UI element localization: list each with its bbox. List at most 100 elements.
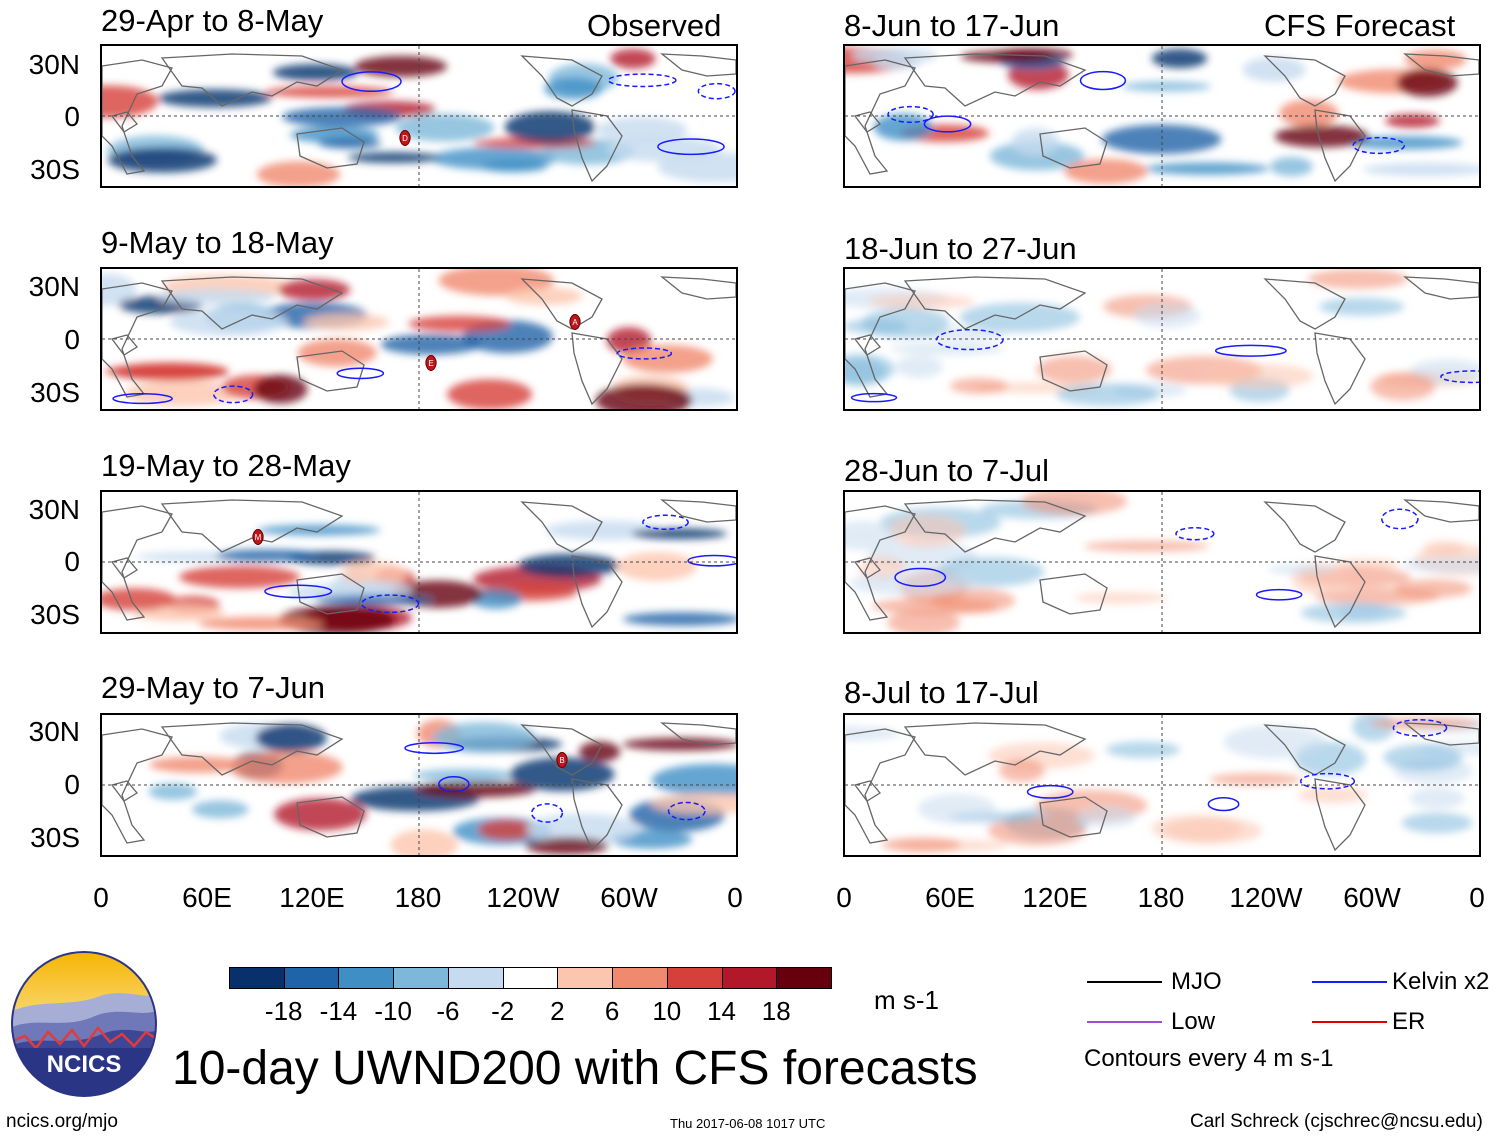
anomaly-blob <box>595 383 693 409</box>
anomaly-blob <box>447 379 533 409</box>
continent-outline <box>571 778 623 852</box>
storm-marker-a-letter: A <box>572 318 578 327</box>
kelvin-contour <box>607 73 677 88</box>
continent-outline <box>853 557 881 579</box>
continent-outline <box>296 796 365 838</box>
observed-panel-3-title: 19-May to 28-May <box>101 448 351 483</box>
lat-label-30s-row2: 30S <box>30 377 80 408</box>
storm-marker-e-letter: E <box>428 359 433 368</box>
anomaly-blob <box>125 379 242 407</box>
anomaly-blob <box>1274 125 1369 148</box>
anomaly-blob <box>253 374 308 404</box>
anomaly-blob <box>415 780 536 798</box>
continent-outline <box>660 722 736 746</box>
lat-label-0-row2: 0 <box>64 324 80 355</box>
anomaly-blob <box>1370 372 1436 401</box>
anomaly-blob <box>1242 57 1307 83</box>
kelvin-contour <box>336 367 385 380</box>
anomaly-blob <box>1385 113 1440 128</box>
continent-outline <box>1039 350 1108 392</box>
continent-outline <box>1314 109 1366 183</box>
anomaly-blob <box>650 793 736 814</box>
kelvin-contour <box>687 554 736 567</box>
anomaly-blob <box>148 783 198 801</box>
kelvin-contour <box>642 514 689 531</box>
anomaly-blob <box>887 609 960 632</box>
kelvin-contour <box>360 594 420 614</box>
storm-marker-m: M <box>251 528 265 550</box>
lon-label-obs-180: 180 <box>394 882 442 913</box>
continent-outline <box>845 505 916 621</box>
legend-mjo-line <box>1087 981 1162 983</box>
continent-outline <box>571 555 623 629</box>
forecast-map-1 <box>843 44 1481 188</box>
legend-kelvin-line <box>1312 981 1387 983</box>
map-canvas <box>845 715 1479 855</box>
lon-label-fc-120e: 120E <box>1022 882 1088 913</box>
lon-label-obs-60w: 60W <box>600 882 658 913</box>
colorbar-box <box>721 967 778 989</box>
continent-outline <box>160 53 344 107</box>
colorbar-box <box>502 967 559 989</box>
anomaly-blob <box>102 85 158 118</box>
anomaly-blob <box>1307 269 1409 289</box>
kelvin-contour <box>935 328 1004 351</box>
anomaly-blob <box>1394 579 1473 598</box>
anomaly-blob <box>861 307 950 339</box>
anomaly-blob <box>1083 540 1210 552</box>
storm-marker-a: A <box>568 313 582 335</box>
kelvin-contour <box>1026 784 1074 799</box>
observed-column-label: Observed <box>587 8 722 43</box>
colorbar-tick-label: 6 <box>604 996 620 1026</box>
map-canvas <box>102 715 736 855</box>
colorbar-box <box>393 967 449 989</box>
ncics-logo-text: NCICS <box>47 1051 122 1078</box>
anomaly-blob <box>622 612 736 626</box>
anomaly-blob <box>278 279 351 301</box>
footer-url: ncics.org/mjo <box>6 1111 118 1132</box>
storm-marker-d-letter: D <box>402 134 408 143</box>
anomaly-blob <box>178 565 301 589</box>
anomaly-blob <box>354 55 448 77</box>
kelvin-contour <box>112 393 173 405</box>
anomaly-blob <box>341 561 407 586</box>
continent-outline <box>903 722 1087 776</box>
continent-outline <box>1314 332 1366 406</box>
colorbar-box <box>229 967 285 989</box>
forecast-map-3 <box>843 490 1481 634</box>
anomaly-blob <box>102 273 137 306</box>
anomaly-blob <box>960 50 1055 63</box>
continent-outline <box>1403 53 1479 77</box>
continent-outline <box>853 334 881 356</box>
anomaly-blob <box>1133 303 1201 328</box>
kelvin-contour <box>616 347 673 360</box>
kelvin-contour <box>1079 70 1127 91</box>
continent-outline <box>1314 778 1366 852</box>
continent-outline <box>903 276 1087 330</box>
continent-outline <box>296 573 365 615</box>
kelvin-contour <box>657 138 725 156</box>
footer-timestamp: Thu 2017-06-08 1017 UTC <box>670 1116 826 1131</box>
lon-label-obs-0-end: 0 <box>727 882 743 913</box>
lat-label-0-row1: 0 <box>64 101 80 132</box>
anomaly-blob <box>1346 135 1463 150</box>
kelvin-contour <box>667 801 706 821</box>
anomaly-blob <box>931 588 1016 614</box>
storm-marker-e: E <box>424 354 438 376</box>
observed-map-2 <box>100 267 738 411</box>
anomaly-blob <box>265 86 394 98</box>
anomaly-blob <box>887 514 966 548</box>
continent-outline <box>520 278 603 330</box>
lat-label-30n-row4: 30N <box>28 716 80 747</box>
continent-outline <box>520 501 603 553</box>
anomaly-blob <box>1267 564 1337 575</box>
continent-outline <box>102 282 173 398</box>
forecast-map-4 <box>843 713 1481 857</box>
continent-outline <box>1403 499 1479 523</box>
continent-outline <box>903 499 1087 553</box>
kelvin-contour <box>1207 797 1240 812</box>
lat-label-30s-row4: 30S <box>30 822 80 853</box>
anomaly-blob <box>1021 492 1128 515</box>
anomaly-blob <box>873 113 933 141</box>
ncics-logo: NCICS <box>10 950 158 1098</box>
